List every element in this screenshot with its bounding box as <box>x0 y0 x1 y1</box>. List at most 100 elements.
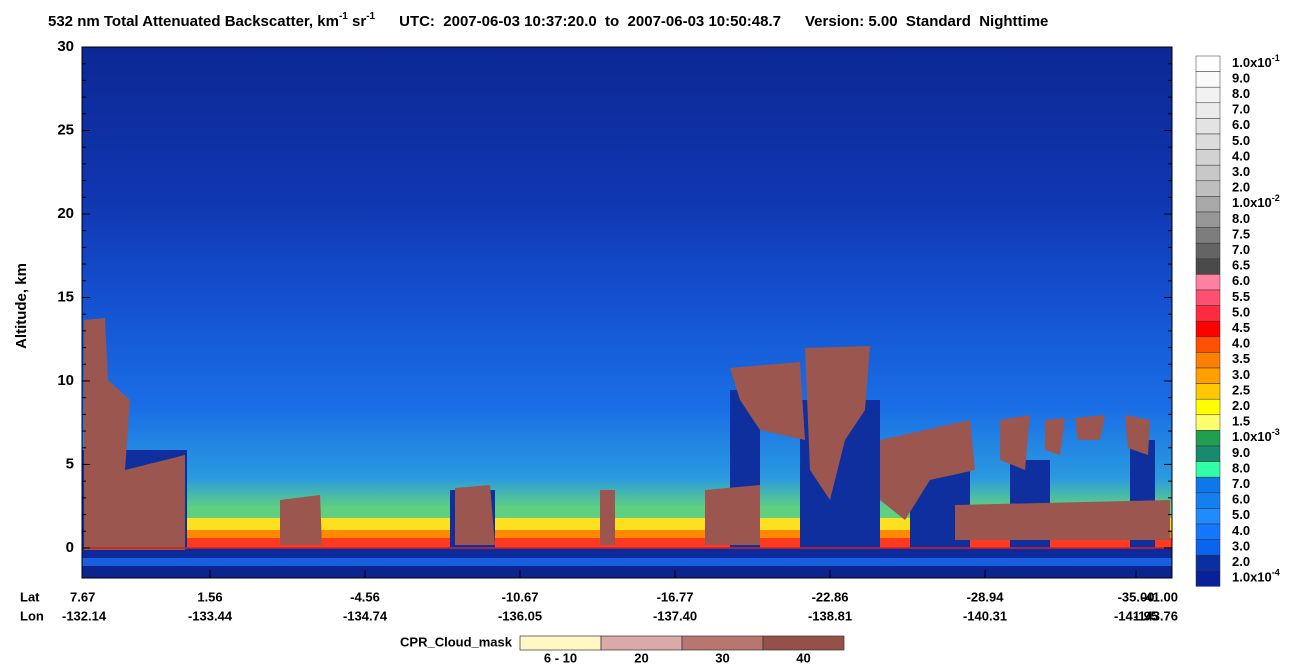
colorbar-label: 2.0 <box>1232 398 1250 413</box>
colorbar-label-text: 3.5 <box>1232 352 1250 367</box>
colorbar-label-text: 7.0 <box>1232 476 1250 491</box>
colorbar-label-text: 1.0x10 <box>1232 196 1272 211</box>
colorbar-swatch <box>1195 352 1221 369</box>
colorbar-swatch <box>1195 414 1221 431</box>
colorbar-label: 1.0x10-3 <box>1232 428 1280 445</box>
colorbar-label-text: 4.0 <box>1232 523 1250 538</box>
y-tick-label: 25 <box>57 121 74 138</box>
ground <box>82 558 1172 566</box>
colorbar-swatch <box>1195 445 1221 462</box>
colorbar-label-text: 9.0 <box>1232 445 1250 460</box>
colorbar-label: 1.5 <box>1232 414 1250 429</box>
colorbar-swatch <box>1195 539 1221 556</box>
ground <box>82 548 1172 560</box>
colorbar-swatch <box>1195 242 1221 260</box>
title-version: Version: 5.00 Standard Nighttime <box>805 13 1048 30</box>
lat-tick-label: -41.00 <box>1141 589 1178 604</box>
colorbar-swatch <box>1195 383 1221 400</box>
colorbar-swatch <box>1195 133 1221 150</box>
colorbar-label: 5.0 <box>1232 133 1250 148</box>
y-tick-label: 20 <box>57 205 74 222</box>
colorbar-label-exp: -1 <box>1272 53 1280 63</box>
colorbar-swatch <box>1195 258 1221 275</box>
cloud-shapes <box>84 318 1170 550</box>
colorbar-swatch <box>1195 149 1221 166</box>
colorbar-label: 7.0 <box>1232 476 1250 491</box>
cloud-mask-label: 6 - 10 <box>544 650 577 665</box>
colorbar-label-text: 8.0 <box>1232 461 1250 476</box>
lon-tick-label: -140.31 <box>963 608 1007 623</box>
colorbar-swatch <box>1195 164 1221 182</box>
colorbar-label-text: 1.5 <box>1232 414 1250 429</box>
colorbar-swatch <box>1195 336 1221 353</box>
lon-tick-label: -137.40 <box>653 608 697 623</box>
plot-frame <box>81 46 1173 579</box>
colorbar-swatch <box>1195 274 1221 291</box>
colorbar-label-text: 4.0 <box>1232 336 1250 351</box>
lat-label: Lat <box>20 589 40 604</box>
colorbar-label-text: 5.0 <box>1232 133 1250 148</box>
lat-tick-label: -22.86 <box>812 589 849 604</box>
lon-tick-label: -138.81 <box>808 608 852 623</box>
lat-tick-label: -35.00 <box>1118 589 1155 604</box>
colorbar-swatch <box>1195 508 1221 525</box>
colorbar-swatch <box>1195 320 1221 338</box>
y-axis-title: Altitude, km <box>13 263 30 349</box>
colorbar-label: 1.0x10-4 <box>1232 568 1280 585</box>
y-tick-label: 15 <box>57 288 74 305</box>
colorbar-swatch <box>1195 367 1221 384</box>
colorbar-swatch <box>1195 289 1221 306</box>
colorbar-label-text: 3.0 <box>1232 539 1250 554</box>
colorbar-label-text: 5.5 <box>1232 289 1250 304</box>
colorbar-swatch <box>1195 398 1221 416</box>
colorbar-label: 3.0 <box>1232 367 1250 382</box>
colorbar-swatch <box>1195 227 1221 244</box>
title-main: 532 nm Total Attenuated Backscatter, km <box>48 13 339 30</box>
colorbar-label-exp: -4 <box>1272 568 1280 578</box>
colorbar-label: 9.0 <box>1232 71 1250 86</box>
colorbar-label-text: 1.0x10 <box>1232 55 1272 70</box>
colorbar-label-text: 2.0 <box>1232 180 1250 195</box>
colorbar-label-text: 7.0 <box>1232 242 1250 257</box>
lon-tick-label: -134.74 <box>343 608 388 623</box>
colorbar-label: 4.0 <box>1232 149 1250 164</box>
colorbar-label: 3.5 <box>1232 352 1250 367</box>
colorbar-label: 8.0 <box>1232 86 1250 101</box>
y-tick-label: 10 <box>57 372 74 389</box>
colorbar-swatch <box>1195 554 1221 572</box>
colorbar-label: 3.0 <box>1232 539 1250 554</box>
colorbar-swatch <box>1195 305 1221 322</box>
colorbar-label: 7.5 <box>1232 227 1250 242</box>
colorbar-label-text: 2.0 <box>1232 554 1250 569</box>
lat-tick-label: -16.77 <box>657 589 694 604</box>
colorbar-label: 6.0 <box>1232 118 1250 133</box>
colorbar-swatch <box>1195 71 1221 88</box>
colorbar-label-text: 8.0 <box>1232 211 1250 226</box>
lon-tick-label: -136.05 <box>498 608 542 623</box>
lon-label: Lon <box>20 608 44 623</box>
colorbar-swatch <box>1195 211 1221 228</box>
cloud-mask-swatch <box>519 635 602 651</box>
cloud-mask-swatch <box>681 635 764 651</box>
colorbar-label-exp: -3 <box>1272 428 1280 438</box>
colorbar-swatch <box>1195 523 1221 540</box>
colorbar-label-text: 2.0 <box>1232 398 1250 413</box>
lat-tick-label: -10.67 <box>502 589 539 604</box>
colorbar-label: 5.0 <box>1232 305 1250 320</box>
colorbar-label: 2.0 <box>1232 180 1250 195</box>
plot-area <box>81 46 1173 579</box>
colorbar-label: 1.0x10-1 <box>1232 53 1280 70</box>
colorbar-label: 1.0x10-2 <box>1232 194 1280 211</box>
colorbar-swatch <box>1195 102 1221 119</box>
colorbar-label: 4.0 <box>1232 523 1250 538</box>
aerosol-layer <box>82 530 1172 540</box>
colorbar-swatch <box>1195 430 1221 447</box>
title-exp: -1 <box>339 11 348 22</box>
y-tick-label: 0 <box>66 539 74 556</box>
colorbar-swatch <box>1195 118 1221 135</box>
lat-tick-label: -4.56 <box>350 589 380 604</box>
colorbar-label-text: 5.0 <box>1232 508 1250 523</box>
y-tick-label: 5 <box>66 455 74 472</box>
colorbar-swatch <box>1195 492 1221 509</box>
title-exp: -1 <box>366 11 375 22</box>
